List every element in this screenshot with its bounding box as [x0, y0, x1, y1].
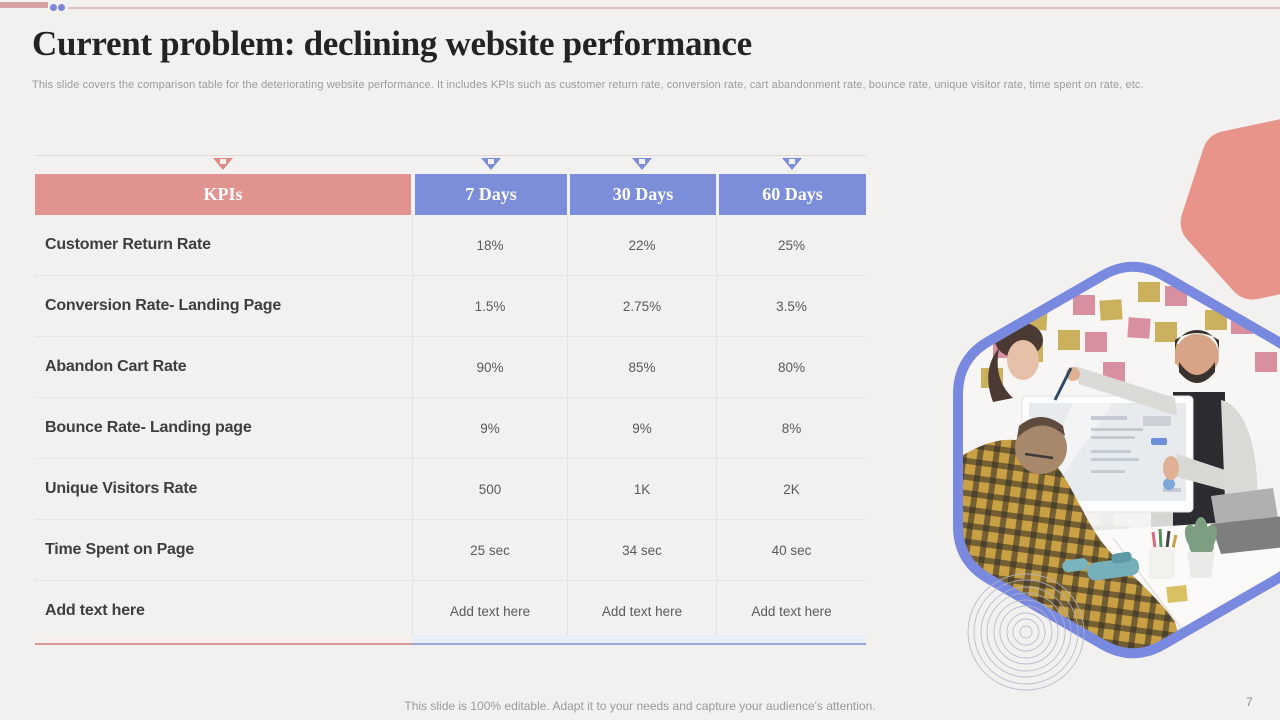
kpi-label: Unique Visitors Rate — [45, 480, 198, 497]
page-title: Current problem: declining website perfo… — [32, 24, 752, 63]
value-cell: 2K — [716, 459, 866, 519]
pink-blob-shape — [1180, 116, 1280, 300]
column-marker-icon — [632, 157, 652, 171]
kpi-label: Customer Return Rate — [45, 236, 211, 253]
person-woman — [988, 322, 1043, 402]
kpi-label: Conversion Rate- Landing Page — [45, 297, 282, 314]
person-plaid — [958, 417, 1228, 654]
table-row: Unique Visitors Rate 500 1K 2K — [35, 459, 866, 520]
team-photo — [958, 266, 1280, 654]
value-cell-placeholder[interactable]: Add text here — [567, 581, 716, 641]
monitor — [1021, 395, 1194, 539]
value-cell: 9% — [567, 398, 716, 458]
value-cell: 18% — [412, 215, 567, 275]
value-cell: 500 — [412, 459, 567, 519]
header-cell-30-days: 30 Days — [570, 174, 716, 215]
table-top-line — [35, 155, 866, 156]
value-cell: 3.5% — [716, 276, 866, 336]
table-row: Conversion Rate- Landing Page 1.5% 2.75%… — [35, 276, 866, 337]
header-cell-60-days: 60 Days — [719, 174, 866, 215]
kpi-label: Abandon Cart Rate — [45, 358, 187, 375]
table-row: Add text here Add text here Add text her… — [35, 581, 866, 641]
decor-circles — [967, 573, 1085, 691]
presenter-arm — [1053, 366, 1225, 490]
header-cell-7-days: 7 Days — [415, 174, 567, 215]
top-accent-bar — [0, 2, 48, 8]
comparison-table: KPIs 7 Days 30 Days 60 Days Customer Ret… — [35, 155, 866, 647]
person-presenter — [1151, 330, 1259, 600]
table-row: Bounce Rate- Landing page 9% 9% 8% — [35, 398, 866, 459]
value-cell: 2.75% — [567, 276, 716, 336]
kpi-label: Time Spent on Page — [45, 541, 195, 558]
value-cell-placeholder[interactable]: Add text here — [716, 581, 866, 641]
table-row: Customer Return Rate 18% 22% 25% — [35, 215, 866, 276]
value-cell: 80% — [716, 337, 866, 397]
value-cell: 34 sec — [567, 520, 716, 580]
value-cell: 25 sec — [412, 520, 567, 580]
value-cell: 25% — [716, 215, 866, 275]
top-dot-icon — [58, 4, 65, 11]
value-cell: 22% — [567, 215, 716, 275]
table-bottom-border — [35, 635, 866, 645]
footer-note: This slide is 100% editable. Adapt it to… — [404, 699, 876, 713]
sticky-notes — [981, 278, 1280, 388]
value-cell: 85% — [567, 337, 716, 397]
table-header-row: KPIs 7 Days 30 Days 60 Days — [35, 174, 866, 215]
table-row: Time Spent on Page 25 sec 34 sec 40 sec — [35, 520, 866, 581]
kpi-label: Bounce Rate- Landing page — [45, 419, 252, 436]
page-number: 7 — [1246, 695, 1253, 709]
desk-props — [1062, 488, 1280, 604]
header-cell-kpis: KPIs — [35, 174, 411, 215]
column-marker-icon — [213, 157, 233, 171]
value-cell: 1.5% — [412, 276, 567, 336]
value-cell-placeholder[interactable]: Add text here — [412, 581, 567, 641]
top-accent-line — [68, 7, 1280, 9]
hexagon-border — [953, 261, 1280, 659]
top-dot-icon — [50, 4, 57, 11]
value-cell: 90% — [412, 337, 567, 397]
value-cell: 1K — [567, 459, 716, 519]
value-cell: 40 sec — [716, 520, 866, 580]
table-body: Customer Return Rate 18% 22% 25% Convers… — [35, 215, 866, 641]
table-row: Abandon Cart Rate 90% 85% 80% — [35, 337, 866, 398]
column-marker-icon — [782, 157, 802, 171]
value-cell: 8% — [716, 398, 866, 458]
kpi-label-placeholder[interactable]: Add text here — [45, 602, 145, 619]
page-subtitle: This slide covers the comparison table f… — [32, 79, 1144, 91]
column-marker-icon — [481, 157, 501, 171]
value-cell: 9% — [412, 398, 567, 458]
desk — [958, 515, 1280, 654]
